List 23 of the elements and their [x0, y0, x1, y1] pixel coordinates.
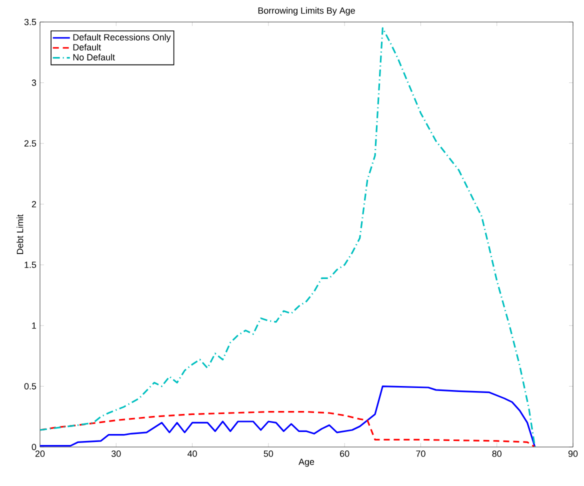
x-tick-label: 40	[188, 450, 197, 457]
legend-label: Default Recessions Only	[73, 34, 171, 42]
y-tick-label: 1.5	[24, 262, 36, 268]
y-tick-label: 1	[32, 322, 36, 329]
x-tick-label: 50	[264, 450, 274, 457]
y-tick-label: 3.5	[24, 18, 36, 26]
y-tick-label: 0.5	[24, 383, 36, 390]
legend-label: No Default	[73, 54, 115, 60]
x-axis-title: Age	[298, 458, 314, 467]
y-axis-title: Debt Limit	[16, 214, 24, 254]
x-tick-label: 30	[112, 450, 121, 457]
y-tick-label: 2.5	[24, 140, 36, 147]
chart-title: Borrowing Limits By Age	[258, 7, 355, 16]
legend-label: Default	[73, 44, 101, 50]
x-tick-label: 20	[35, 450, 45, 457]
x-tick-label: 60	[340, 450, 350, 457]
line-series	[40, 27, 536, 447]
x-tick-label: 80	[492, 450, 502, 457]
x-tick-label: 90	[568, 450, 578, 457]
y-tick-label: 3	[32, 80, 36, 86]
x-tick-label: 70	[416, 450, 426, 457]
y-tick-label: 2	[32, 201, 36, 208]
y-tick-label: 0	[32, 444, 36, 450]
